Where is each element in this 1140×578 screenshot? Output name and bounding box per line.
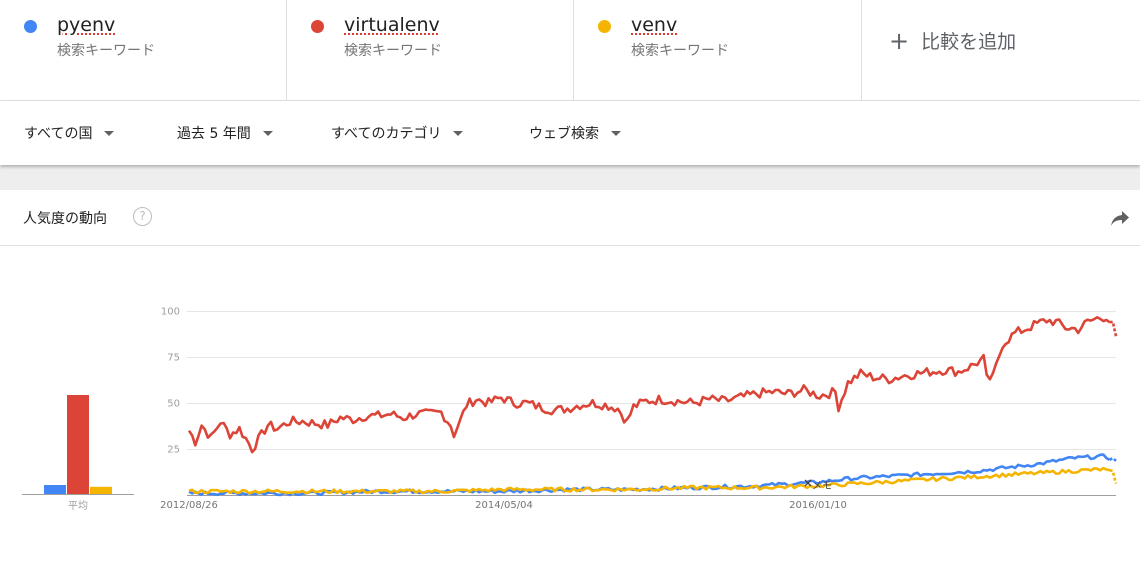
- series-color-dot: [24, 20, 37, 33]
- x-tick-label: 2014/05/04: [475, 500, 533, 511]
- memo-label: メモ: [812, 481, 832, 492]
- period-dropdown[interactable]: 過去 5 年間: [177, 123, 273, 143]
- period-dropdown-label: 過去 5 年間: [177, 126, 251, 142]
- category-dropdown[interactable]: すべてのカテゴリ: [331, 123, 464, 143]
- close-x-icon: [804, 479, 812, 487]
- term-type-label: 検索キーワード: [344, 43, 442, 59]
- series-partial-pyenv: [1109, 456, 1117, 462]
- term-card-pyenv[interactable]: pyenv 検索キーワード: [0, 0, 287, 100]
- term-card-venv[interactable]: venv 検索キーワード: [574, 0, 862, 100]
- y-tick-label: 100: [161, 307, 180, 318]
- y-tick-label: 50: [167, 399, 180, 410]
- plus-icon: +: [889, 27, 910, 55]
- interest-over-time-chart: 平均 25 50 75 100 2012/08/26 2014/05/04 20…: [22, 307, 1118, 512]
- term-name[interactable]: pyenv: [57, 14, 116, 36]
- term-name[interactable]: virtualenv: [344, 14, 440, 36]
- category-dropdown-label: すべてのカテゴリ: [331, 126, 442, 142]
- caret-down-icon: [104, 130, 115, 136]
- section-divider: [0, 165, 1140, 190]
- series-color-dot: [311, 20, 324, 33]
- section-title: 人気度の動向: [23, 211, 107, 227]
- share-arrow-icon[interactable]: [1110, 209, 1130, 227]
- average-bar-venv[interactable]: [90, 486, 112, 494]
- search-type-dropdown[interactable]: ウェブ検索: [529, 123, 621, 143]
- term-card-virtualenv[interactable]: virtualenv 検索キーワード: [287, 0, 574, 100]
- term-type-label: 検索キーワード: [57, 43, 155, 59]
- x-axis-ticks: 2012/08/26 2014/05/04 2016/01/10: [160, 500, 847, 511]
- series-line-venv[interactable]: [188, 466, 1110, 495]
- average-label: 平均: [68, 500, 88, 512]
- series-partial-virtualenv: [1109, 320, 1118, 337]
- add-comparison-button[interactable]: + 比較を追加: [889, 26, 1017, 55]
- y-axis-ticks: 25 50 75 100: [161, 307, 180, 456]
- series-line-virtualenv[interactable]: [187, 316, 1111, 454]
- series-color-dot: [598, 20, 611, 33]
- term-type-label: 検索キーワード: [631, 43, 729, 59]
- y-tick-label: 75: [167, 353, 180, 364]
- average-bar-virtualenv[interactable]: [67, 395, 89, 494]
- add-comparison-label: 比較を追加: [921, 31, 1017, 53]
- country-dropdown-label: すべての国: [24, 126, 93, 142]
- average-bar-pyenv[interactable]: [44, 485, 66, 494]
- interest-over-time-header: 人気度の動向 ?: [0, 190, 1140, 246]
- caret-down-icon: [611, 130, 621, 136]
- caret-down-icon: [453, 130, 464, 136]
- memo-marker[interactable]: メモ: [804, 479, 832, 492]
- x-tick-label: 2012/08/26: [160, 500, 218, 511]
- y-tick-label: 25: [167, 445, 180, 456]
- search-terms-bar: pyenv 検索キーワード virtualenv 検索キーワード venv 検索…: [0, 0, 1140, 101]
- series-layer: [187, 316, 1118, 497]
- country-dropdown[interactable]: すべての国: [24, 123, 115, 143]
- x-tick-label: 2016/01/10: [789, 500, 847, 511]
- term-name[interactable]: venv: [631, 14, 678, 36]
- series-partial-venv: [1109, 468, 1118, 484]
- help-circle-icon[interactable]: ?: [133, 207, 152, 226]
- caret-down-icon: [262, 130, 273, 136]
- filter-bar: すべての国 過去 5 年間 すべてのカテゴリ ウェブ検索: [0, 101, 1140, 165]
- search-type-dropdown-label: ウェブ検索: [529, 126, 599, 142]
